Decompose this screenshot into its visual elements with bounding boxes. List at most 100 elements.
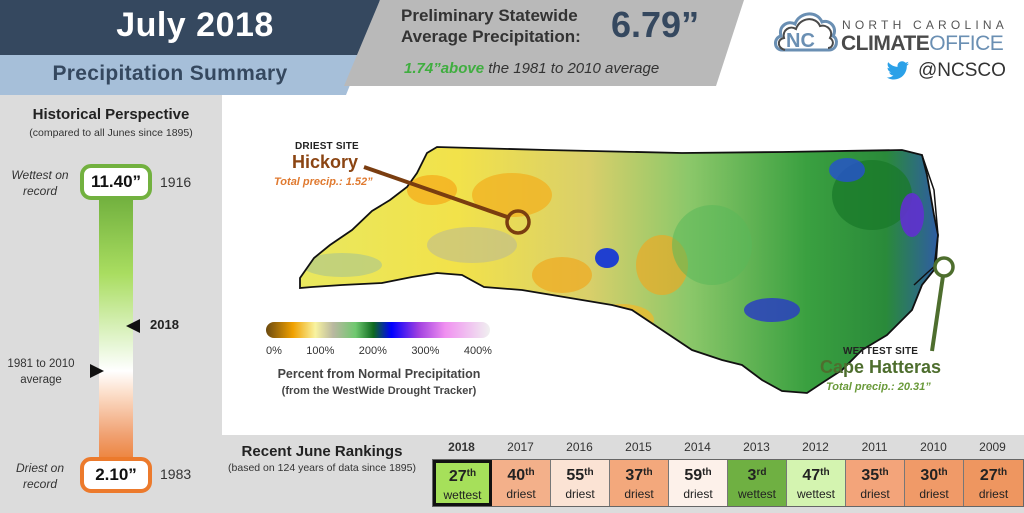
ranking-ordinal-suffix: th — [702, 467, 712, 478]
legend-tick: 200% — [358, 345, 387, 357]
ranking-num-value: 30 — [920, 467, 939, 484]
twitter-bird-icon — [886, 61, 910, 80]
legend-tick: 100% — [306, 345, 335, 357]
ranking-cell: 47th wettest — [787, 460, 846, 506]
ranking-number: 37th — [610, 464, 668, 485]
ranking-ordinal-suffix: th — [997, 467, 1008, 478]
average-label-line1: 1981 to 2010 — [7, 358, 75, 370]
ranking-ordinal-suffix: th — [938, 467, 948, 478]
ranking-year-header: 2013 — [743, 440, 770, 454]
nc-climate-office-logo[interactable]: NC NORTH CAROLINA CLIMATEOFFICE — [772, 6, 1012, 56]
legend-ticks: 0% 100% 200% 300% 400% — [266, 345, 492, 357]
legend-tick: 0% — [266, 345, 282, 357]
driest-record-year: 1983 — [160, 466, 192, 482]
ranking-ordinal-suffix: th — [643, 467, 653, 478]
statewide-precip-value: 6.79” — [611, 4, 700, 45]
ranking-cell: 37th driest — [610, 460, 669, 506]
header-subtitle-band — [0, 55, 362, 95]
ranking-num-value: 27 — [448, 468, 467, 485]
nc-precip-map — [299, 146, 955, 394]
rankings-years: 2018 2017 2016 2015 2014 2013 2012 2011 2010 2009 — [432, 440, 1022, 454]
ranking-year-header: 2010 — [920, 440, 947, 454]
departure-description: the 1981 to 2010 average — [484, 60, 660, 77]
ranking-kind: driest — [506, 487, 536, 501]
wettest-record-label: Wettest on record — [5, 167, 75, 199]
logo-line2: CLIMATEOFFICE — [841, 32, 1004, 56]
ranking-year-header: 2017 — [507, 440, 534, 454]
ranking-year-header: 2011 — [861, 440, 888, 454]
ranking-cell: 30th driest — [905, 460, 964, 506]
stat-label-line2: Average Precipitation: — [401, 27, 581, 46]
legend-tick: 300% — [411, 345, 440, 357]
twitter-handle: @NCSCO — [918, 60, 1006, 81]
rankings-cells: 27th wettest 40th driest 55th driest 37th dries… — [432, 459, 1024, 507]
driest-site-kicker: DRIEST SITE — [295, 141, 359, 152]
wettest-site-name: Cape Hatteras — [820, 357, 942, 377]
ranking-number: 55th — [551, 464, 609, 485]
ranking-kind: driest — [565, 487, 595, 501]
ranking-num-value: 35 — [861, 467, 880, 484]
ranking-num-value: 47 — [802, 467, 821, 484]
historical-gradient-bar — [99, 198, 133, 468]
driest-record-value: 2.10” — [80, 457, 152, 493]
ranking-year-header: 2009 — [979, 440, 1006, 454]
page-title: July 2018 — [116, 6, 274, 44]
ranking-year-header: 2014 — [684, 440, 711, 454]
ranking-year-header: 2018 — [448, 440, 475, 454]
ranking-year-header: 2012 — [802, 440, 829, 454]
ranking-number: 27th — [964, 464, 1023, 485]
ranking-kind: driest — [683, 487, 713, 501]
historical-subtitle: (compared to all Junes since 1895) — [29, 127, 193, 139]
ranking-cell: 55th driest — [551, 460, 610, 506]
logo-line1: NORTH CAROLINA — [842, 18, 1008, 32]
departure-text: 1.74”above the 1981 to 2010 average — [404, 60, 659, 77]
driest-site-total: Total precip.: 1.52” — [274, 176, 373, 188]
ranking-year-header: 2015 — [625, 440, 652, 454]
ranking-number: 27th — [436, 465, 489, 486]
svg-text:NC: NC — [786, 30, 815, 52]
precip-legend-colorbar — [266, 322, 490, 338]
legend-tick: 400% — [463, 345, 492, 357]
ranking-cell: 59th driest — [669, 460, 728, 506]
legend-subtitle: (from the WestWide Drought Tracker) — [281, 385, 477, 397]
ranking-num-value: 37 — [625, 467, 644, 484]
wettest-site-total: Total precip.: 20.31” — [826, 381, 931, 393]
ranking-cell: 27th driest — [964, 460, 1023, 506]
logo-office: OFFICE — [929, 32, 1004, 55]
wettest-label-line1: Wettest on — [11, 168, 69, 182]
logo-climate: CLIMATE — [841, 32, 930, 55]
ranking-kind: driest — [919, 487, 949, 501]
cloud-nc-logo-icon: NC — [774, 12, 838, 52]
ranking-num-value: 27 — [979, 467, 998, 484]
legend-title: Percent from Normal Precipitation — [277, 367, 481, 381]
ranking-kind: wettest — [796, 487, 835, 501]
ranking-cell: 35th driest — [846, 460, 905, 506]
driest-record-label: Driest on record — [5, 460, 75, 492]
wettest-site-kicker: WETTEST SITE — [843, 346, 919, 357]
ranking-number: 59th — [669, 464, 727, 485]
wettest-record-value: 11.40” — [80, 164, 152, 200]
ranking-cell: 40th driest — [492, 460, 551, 506]
historical-title: Historical Perspective — [32, 106, 190, 123]
average-marker-icon — [90, 364, 104, 378]
ranking-kind: driest — [624, 487, 654, 501]
ranking-kind: driest — [860, 487, 890, 501]
ranking-number: 40th — [492, 464, 550, 485]
driest-site-name: Hickory — [292, 152, 359, 172]
ranking-number: 35th — [846, 464, 904, 485]
ranking-number: 47th — [787, 464, 845, 485]
ranking-kind: wettest — [737, 487, 776, 501]
current-year-marker-icon — [126, 319, 140, 333]
average-label-line2: average — [20, 374, 62, 386]
ranking-ordinal-suffix: th — [525, 467, 535, 478]
current-year-label: 2018 — [150, 317, 179, 332]
ranking-num-value: 55 — [566, 467, 585, 484]
precip-map-area — [222, 95, 1024, 435]
rankings-title: Recent June Rankings — [241, 443, 403, 460]
twitter-link[interactable]: @NCSCO — [886, 60, 1006, 82]
statewide-stat-label: Preliminary Statewide Average Precipitat… — [401, 5, 581, 47]
average-label: 1981 to 2010 average — [6, 356, 76, 388]
ranking-num-value: 40 — [507, 467, 526, 484]
ranking-num-value: 3 — [747, 467, 757, 484]
ranking-number: 30th — [905, 464, 963, 485]
